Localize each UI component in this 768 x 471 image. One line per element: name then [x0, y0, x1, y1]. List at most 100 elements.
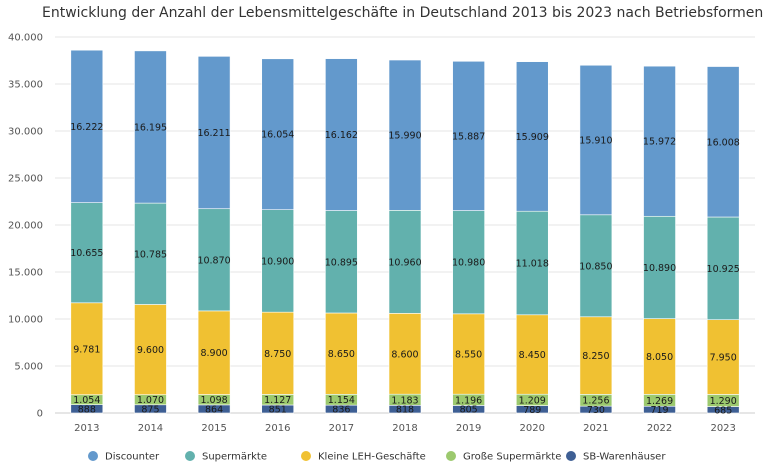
bar-segment[interactable] — [197, 208, 231, 312]
bar-data-label: 10.850 — [579, 261, 612, 272]
bar-segment[interactable] — [452, 313, 485, 395]
bar-data-label: 11.018 — [516, 259, 549, 270]
legend-marker — [88, 451, 98, 461]
bar-data-label: 789 — [523, 405, 541, 416]
x-tick-label: 2021 — [583, 423, 608, 434]
bar-segment[interactable] — [134, 202, 167, 305]
bar-data-label: 8.250 — [582, 351, 609, 362]
chart-title: Entwicklung der Anzahl der Lebensmittelg… — [42, 5, 764, 21]
bar-data-label: 1.256 — [582, 396, 609, 407]
bar-segment[interactable] — [515, 210, 549, 316]
bar-data-label: 9.781 — [73, 344, 100, 355]
bar-segment[interactable] — [325, 58, 358, 211]
bar-data-label: 8.650 — [328, 349, 355, 360]
bar-data-label: 15.990 — [388, 131, 421, 142]
bar-segment[interactable] — [388, 59, 422, 211]
bar-data-label: 888 — [78, 404, 96, 415]
legend-item[interactable]: Supermärkte — [185, 451, 267, 463]
bar-data-label: 1.209 — [519, 395, 546, 406]
bar-segment[interactable] — [706, 66, 740, 218]
bar-segment[interactable] — [452, 60, 485, 211]
bars-layer — [70, 49, 740, 414]
bar-data-label: 16.162 — [325, 130, 358, 141]
bar-data-label: 10.785 — [134, 249, 167, 260]
bar-segment[interactable] — [706, 319, 740, 395]
bar-data-label: 8.600 — [391, 349, 418, 360]
bar-data-label: 15.972 — [643, 137, 676, 148]
bar-data-label: 7.950 — [710, 353, 737, 364]
bar-segment[interactable] — [515, 61, 549, 212]
bar-segment[interactable] — [643, 65, 676, 217]
axis-layer: 0 5.000 10.000 15.000 20.000 25.000 30.000 35.0… — [8, 33, 736, 435]
bar-segment[interactable] — [134, 50, 167, 204]
bar-data-label: 1.269 — [646, 396, 673, 407]
bar-data-label: 10.895 — [325, 257, 358, 268]
bar-segment[interactable] — [706, 216, 740, 321]
bar-data-label: 1.183 — [391, 395, 418, 406]
bar-segment[interactable] — [134, 304, 167, 396]
y-tick-label: 10.000 — [8, 315, 43, 326]
bar-data-label: 15.909 — [516, 132, 549, 143]
bar-data-label: 1.154 — [328, 395, 355, 406]
legend-item[interactable]: Kleine LEH-Geschäfte — [301, 451, 426, 463]
bar-data-label: 836 — [332, 405, 350, 416]
x-tick-label: 2013 — [74, 423, 99, 434]
legend-marker — [446, 451, 456, 461]
bar-segment[interactable] — [70, 202, 104, 304]
bar-data-label: 9.600 — [137, 345, 164, 356]
legend-item[interactable]: Discounter — [88, 451, 160, 463]
x-tick-label: 2023 — [710, 423, 735, 434]
bar-segment[interactable] — [579, 64, 613, 216]
x-tick-label: 2020 — [520, 423, 545, 434]
y-tick-label: 25.000 — [8, 174, 43, 185]
bar-data-label: 818 — [396, 405, 414, 416]
bar-segment[interactable] — [197, 56, 231, 210]
bar-segment[interactable] — [643, 318, 676, 395]
legend-label: Große Supermärkte — [463, 452, 561, 463]
legend-label: Supermärkte — [202, 452, 267, 463]
bar-segment[interactable] — [579, 214, 613, 318]
legend-item[interactable]: Große Supermärkte — [446, 451, 561, 463]
legend-marker — [301, 451, 311, 461]
bar-data-label: 1.054 — [73, 395, 100, 406]
y-tick-label: 15.000 — [8, 268, 43, 279]
bar-segment[interactable] — [70, 49, 104, 203]
bar-segment[interactable] — [70, 302, 104, 396]
y-tick-label: 0 — [37, 409, 43, 420]
y-tick-label: 5.000 — [14, 362, 43, 373]
bar-data-label: 16.054 — [261, 130, 294, 141]
bar-data-label: 8.550 — [455, 350, 482, 361]
bar-data-label: 10.960 — [388, 257, 421, 268]
x-tick-label: 2014 — [138, 423, 163, 434]
legend-item[interactable]: SB-Warenhäuser — [566, 451, 666, 463]
x-tick-label: 2016 — [265, 423, 290, 434]
bar-data-label: 851 — [269, 405, 287, 416]
bar-segment[interactable] — [388, 210, 422, 314]
y-tick-label: 35.000 — [8, 80, 43, 91]
bar-segment[interactable] — [515, 314, 549, 395]
bar-segment[interactable] — [452, 210, 485, 315]
bar-data-label: 15.910 — [579, 136, 612, 147]
y-tick-label: 30.000 — [8, 127, 43, 138]
legend-label: Discounter — [105, 452, 160, 463]
bar-segment[interactable] — [261, 311, 295, 395]
legend[interactable]: Discounter Supermärkte Kleine LEH-Geschäft… — [88, 451, 666, 463]
bar-data-label: 719 — [650, 405, 668, 416]
bar-data-label: 1.196 — [455, 395, 482, 406]
x-tick-label: 2019 — [456, 423, 481, 434]
bar-data-label: 1.127 — [264, 395, 291, 406]
bar-data-label: 8.900 — [200, 348, 227, 359]
bar-segment[interactable] — [261, 58, 295, 210]
bar-data-label: 16.008 — [707, 137, 740, 148]
legend-marker — [566, 451, 576, 461]
bar-data-label: 8.450 — [519, 350, 546, 361]
bar-data-label: 16.211 — [197, 128, 230, 139]
y-tick-label: 20.000 — [8, 221, 43, 232]
x-tick-label: 2022 — [647, 423, 672, 434]
bar-data-label: 16.195 — [134, 122, 167, 133]
bar-segment[interactable] — [325, 312, 358, 395]
bar-segment[interactable] — [388, 313, 422, 395]
